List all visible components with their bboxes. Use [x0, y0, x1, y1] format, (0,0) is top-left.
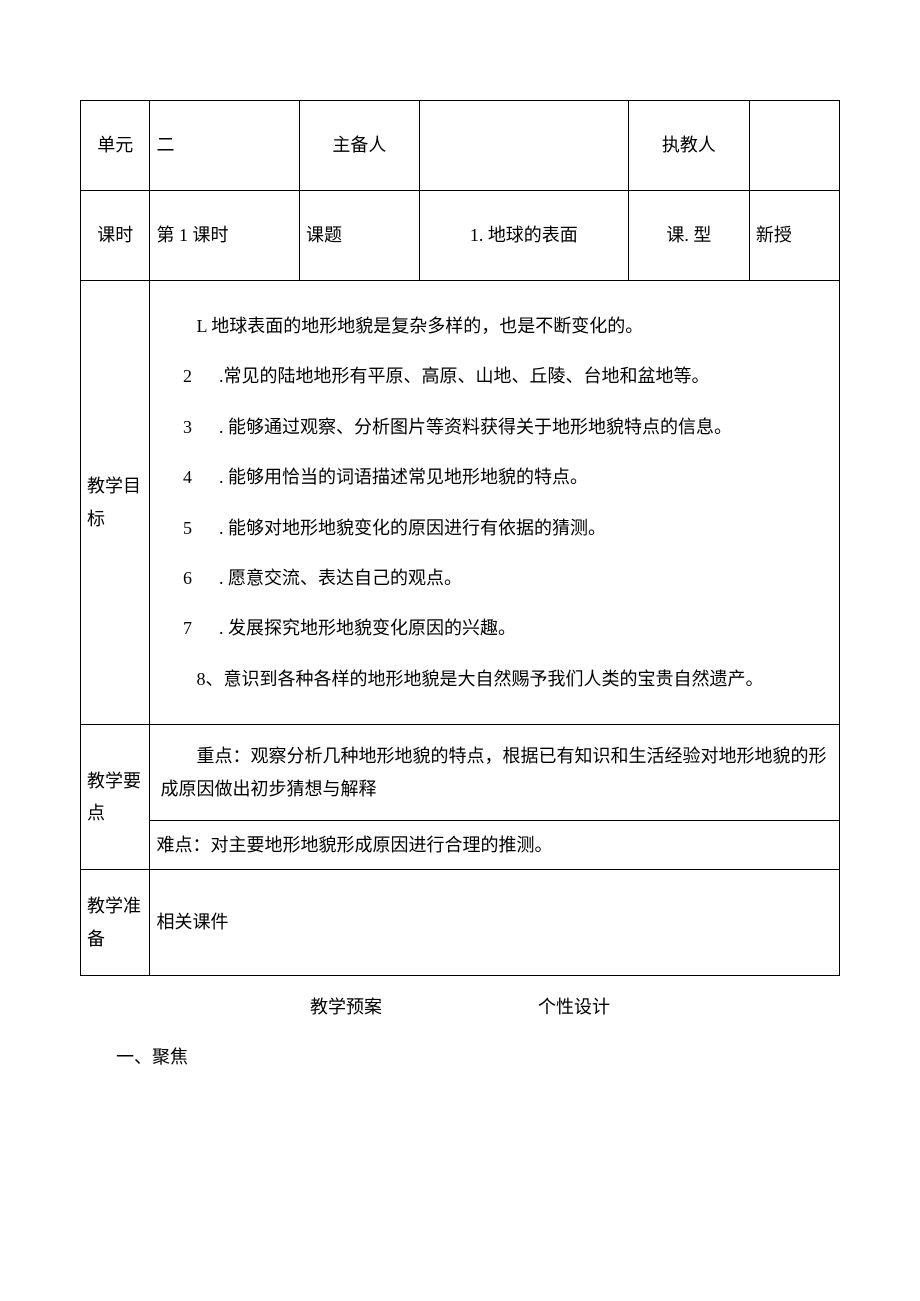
- plan-label: 教学预案: [80, 976, 498, 1031]
- preparer-label: 主备人: [300, 101, 420, 191]
- keypoints-difficulty: 难点：对主要地形地貌形成原因进行合理的推测。: [150, 820, 840, 869]
- header-row: 单元 二 主备人 执教人: [81, 101, 840, 191]
- section-heading: 一、聚焦: [80, 1041, 840, 1073]
- period-value: 第 1 课时: [150, 191, 300, 281]
- teacher-label: 执教人: [628, 101, 749, 191]
- footer-table: 教学预案 个性设计: [80, 976, 840, 1031]
- footer-labels-row: 教学预案 个性设计: [80, 976, 840, 1031]
- type-value: 新授: [749, 191, 839, 281]
- period-label: 课时: [81, 191, 150, 281]
- keypoints-label: 教学要点: [81, 725, 150, 870]
- objective-item: 2 .常见的陆地地形有平原、高原、山地、丘陵、台地和盆地等。: [160, 351, 829, 401]
- keypoints-focus-row: 教学要点 重点：观察分析几种地形地貌的特点，根据已有知识和生活经验对地形地貌的形…: [81, 725, 840, 821]
- design-label: 个性设计: [498, 976, 840, 1031]
- preparer-value: [419, 101, 628, 191]
- lesson-plan-table: 单元 二 主备人 执教人 课时 第 1 课时 课题 1. 地球的表面 课. 型 …: [80, 100, 840, 976]
- topic-value: 1. 地球的表面: [419, 191, 628, 281]
- objective-item: L 地球表面的地形地貌是复杂多样的，也是不断变化的。: [160, 301, 829, 351]
- objective-item: 5 . 能够对地形地貌变化的原因进行有依据的猜测。: [160, 503, 829, 553]
- unit-label: 单元: [81, 101, 150, 191]
- preparation-row: 教学准备 相关课件: [81, 870, 840, 976]
- objective-item: 6 . 愿意交流、表达自己的观点。: [160, 553, 829, 603]
- objectives-content: L 地球表面的地形地貌是复杂多样的，也是不断变化的。 2 .常见的陆地地形有平原…: [160, 301, 829, 704]
- objective-item: 4 . 能够用恰当的词语描述常见地形地貌的特点。: [160, 452, 829, 502]
- objective-item: 7 . 发展探究地形地貌变化原因的兴趣。: [160, 603, 829, 653]
- objective-item: 8、意识到各种各样的地形地貌是大自然赐予我们人类的宝贵自然遗产。: [160, 654, 829, 704]
- objectives-label: 教学目标: [81, 281, 150, 725]
- topic-label: 课题: [300, 191, 420, 281]
- preparation-label: 教学准备: [81, 870, 150, 976]
- unit-value: 二: [150, 101, 300, 191]
- objectives-row: 教学目标 L 地球表面的地形地貌是复杂多样的，也是不断变化的。 2 .常见的陆地…: [81, 281, 840, 725]
- type-label: 课. 型: [628, 191, 749, 281]
- objectives-content-cell: L 地球表面的地形地貌是复杂多样的，也是不断变化的。 2 .常见的陆地地形有平原…: [150, 281, 840, 725]
- preparation-value: 相关课件: [150, 870, 840, 976]
- objective-item: 3 . 能够通过观察、分析图片等资料获得关于地形地貌特点的信息。: [160, 402, 829, 452]
- teacher-value: [749, 101, 839, 191]
- period-row: 课时 第 1 课时 课题 1. 地球的表面 课. 型 新授: [81, 191, 840, 281]
- keypoints-focus: 重点：观察分析几种地形地貌的特点，根据已有知识和生活经验对地形地貌的形成原因做出…: [150, 725, 840, 821]
- keypoints-difficulty-row: 难点：对主要地形地貌形成原因进行合理的推测。: [81, 820, 840, 869]
